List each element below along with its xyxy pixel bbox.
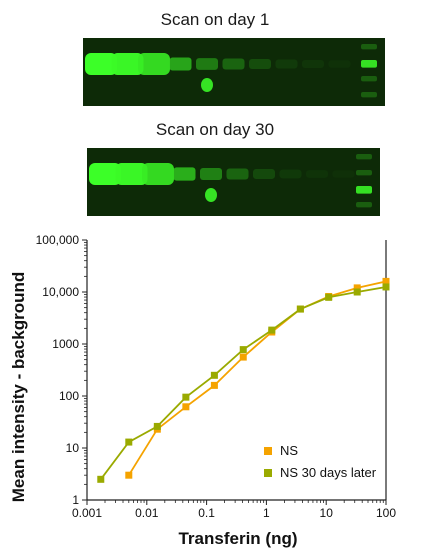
y-tick-label: 1000 (52, 337, 79, 351)
data-point (353, 288, 361, 296)
data-point (182, 403, 190, 411)
y-tick-label: 10 (66, 441, 80, 455)
transferrin-intensity-chart: 0.001 0.01 0.1 1 10 100 1 10 100 1000 10,000 100,0… (9, 233, 396, 548)
data-point (382, 283, 390, 291)
data-point (210, 381, 218, 389)
x-tick-label: 1 (263, 506, 270, 520)
scan-day1-blot-image (83, 38, 385, 106)
x-axis-label: Transferin (ng) (178, 529, 297, 548)
data-point (239, 353, 247, 361)
data-point (125, 438, 133, 446)
scan-day30-blot (87, 148, 380, 216)
ladder-band-4 (356, 202, 372, 208)
scan-day30-title: Scan on day 30 (155, 120, 275, 139)
band-lane-10 (332, 170, 355, 178)
series-2 (97, 283, 390, 483)
x-tick-label: 100 (376, 506, 396, 520)
band-lane-2 (115, 163, 148, 185)
legend-label: NS 30 days later (280, 465, 377, 480)
band-lane-8 (279, 169, 302, 179)
legend-label: NS (280, 443, 298, 458)
data-point (97, 475, 105, 483)
legend: NS NS 30 days later (264, 443, 377, 480)
ladder-band-2 (356, 170, 372, 176)
band-spot (205, 188, 217, 202)
ladder-band-2 (361, 60, 377, 68)
x-tick-label: 0.1 (198, 506, 215, 520)
y-tick-label: 100 (59, 389, 79, 403)
band-lane-5 (200, 168, 222, 180)
band-lane-1 (85, 53, 117, 75)
data-point (353, 284, 361, 292)
legend-swatch (264, 447, 272, 455)
band-lane-10 (328, 60, 351, 68)
data-point (182, 393, 190, 401)
scan-day1-title: Scan on day 1 (160, 10, 270, 29)
data-point (296, 305, 304, 313)
band-lane-5 (196, 58, 218, 70)
ladder-band-4 (361, 92, 377, 98)
y-axis: 1 10 100 1000 10,000 100,000 (36, 233, 87, 507)
band-lane-6 (222, 58, 245, 70)
data-point (210, 371, 218, 379)
scan-day30-blot-image (87, 148, 380, 216)
band-lane-4 (173, 167, 196, 181)
band-lane-8 (275, 59, 298, 69)
x-tick-label: 0.001 (72, 506, 102, 520)
y-tick-label: 1 (72, 493, 79, 507)
data-point (382, 277, 390, 285)
band-lane-4 (169, 57, 192, 71)
data-point (239, 346, 247, 354)
series-1 (125, 277, 390, 479)
ladder-band-3 (361, 76, 377, 82)
band-lane-7 (249, 58, 271, 70)
data-point (325, 293, 333, 301)
band-lane-9 (302, 59, 324, 69)
data-point (268, 326, 276, 334)
band-lane-1 (89, 163, 121, 185)
scan-day1-blot (83, 38, 385, 106)
x-tick-label: 10 (320, 506, 334, 520)
band-lane-3 (142, 163, 174, 185)
band-spot (201, 78, 213, 92)
band-lane-6 (226, 168, 249, 180)
series-line (128, 280, 387, 476)
band-lane-9 (306, 170, 328, 178)
y-axis-label: Mean intensity - background (9, 272, 28, 502)
band-lane-3 (138, 53, 170, 75)
ladder-band-1 (356, 154, 372, 160)
data-point (125, 471, 133, 479)
y-tick-label: 100,000 (36, 233, 80, 247)
ladder-band-1 (361, 44, 377, 50)
y-tick-label: 10,000 (42, 285, 79, 299)
plot-area (86, 240, 387, 501)
legend-swatch (264, 469, 272, 477)
band-lane-7 (253, 169, 275, 179)
series-layer (97, 277, 390, 483)
ladder-band-3 (356, 186, 372, 194)
x-axis: 0.001 0.01 0.1 1 10 100 (72, 500, 396, 520)
band-lane-2 (111, 53, 144, 75)
x-tick-label: 0.01 (135, 506, 159, 520)
data-point (153, 422, 161, 430)
